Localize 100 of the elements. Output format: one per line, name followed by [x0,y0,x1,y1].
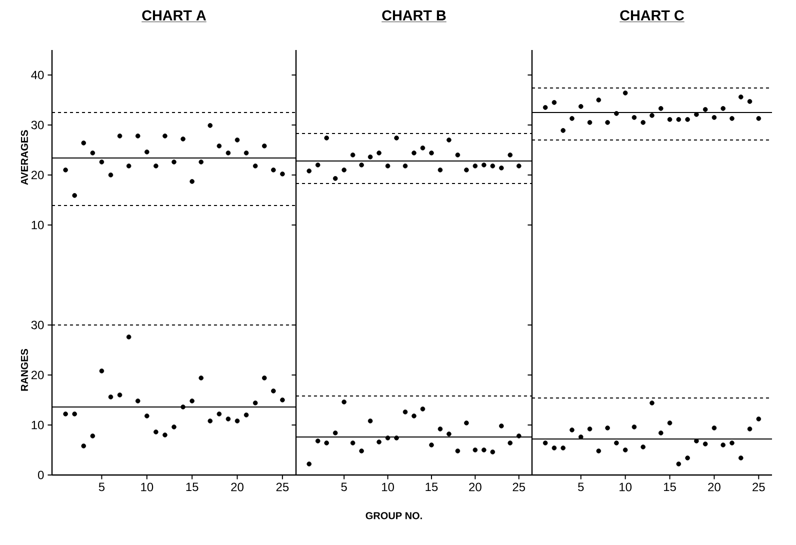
point [359,448,364,454]
point [81,444,86,448]
point [420,406,426,412]
point [350,440,356,446]
x-tick-label: 15 [664,482,676,492]
point [368,418,373,424]
point [552,446,557,450]
point [587,120,592,125]
point [402,164,408,168]
point [622,90,628,96]
point [614,111,619,116]
point [72,412,77,416]
point [640,120,646,125]
point [180,404,186,410]
point [658,430,664,436]
point [508,440,513,446]
point [99,368,104,374]
point [198,160,204,164]
point [402,410,408,414]
point [720,106,726,111]
x-tick-label: 10 [382,482,394,492]
point [756,116,762,121]
point [632,115,637,120]
point [605,120,610,125]
point [154,164,158,168]
point [271,388,276,394]
x-tick-label: 15 [186,482,198,492]
point [368,154,373,160]
point [244,150,249,156]
point [81,140,86,146]
x-tick-label: 5 [98,482,105,492]
y-tick-label: 30 [31,120,44,130]
point [702,442,708,446]
y-tick-label: 10 [32,220,44,230]
point [226,416,231,422]
point [280,398,285,402]
x-tick-label: 15 [426,482,438,492]
point [578,104,584,109]
point [376,150,382,156]
point [162,134,168,138]
point [342,168,346,172]
point [162,432,168,438]
point [135,134,140,138]
point [738,94,744,100]
point [190,179,194,184]
point [587,426,592,432]
point [324,136,329,140]
point [72,193,77,198]
point [172,424,176,430]
point [570,116,574,121]
point [542,105,548,110]
point [135,398,140,404]
point [650,113,654,118]
x-tick-label: 10 [620,482,632,492]
point [464,168,469,172]
point [499,166,504,170]
point [332,430,338,436]
point [306,168,312,174]
point [216,412,222,416]
point [226,150,231,156]
point [472,448,478,452]
point [685,117,690,122]
point [126,164,132,168]
point [667,420,672,426]
point [117,134,122,138]
point [63,168,68,172]
point [516,434,522,438]
point [244,412,249,418]
point [552,100,557,105]
point [446,138,452,142]
point [306,462,312,466]
y-tick-label: 40 [31,70,44,80]
point [622,448,628,452]
point [596,448,602,454]
point [180,136,186,142]
x-tick-label: 5 [578,482,584,492]
point [385,164,390,168]
point [712,115,717,120]
point [482,162,486,168]
y-axis-title: AVERAGES [20,130,28,185]
point [108,172,114,178]
point [490,450,496,454]
point [126,334,132,340]
point [756,416,762,422]
point [90,434,96,438]
point [455,152,460,158]
point [172,160,176,164]
point [154,430,158,434]
x-axis-title: GROUP NO. [366,512,422,520]
point [640,444,646,450]
point [429,150,434,156]
point [262,144,267,148]
point [234,418,240,424]
point [712,426,717,430]
point [350,152,356,158]
point [99,160,104,164]
point [412,150,416,156]
point [90,150,96,156]
point [429,442,434,448]
point [216,144,222,148]
